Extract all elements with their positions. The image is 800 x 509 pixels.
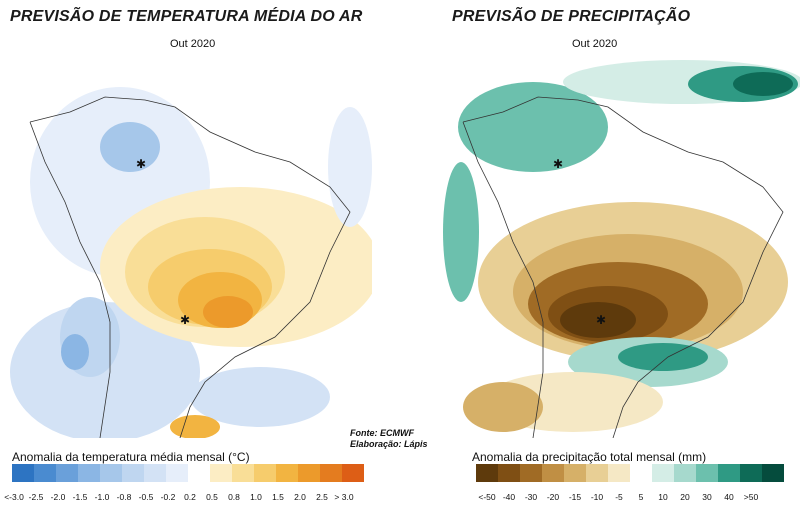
capital-marker-bogota: ✱ xyxy=(136,157,146,171)
temperature-legend-swatch xyxy=(276,464,298,482)
temperature-legend-label: <-3.0 xyxy=(4,492,24,502)
temperature-legend-swatch xyxy=(298,464,320,482)
precipitation-legend-label: -10 xyxy=(590,492,604,502)
precipitation-legend-label: 30 xyxy=(702,492,712,502)
temperature-legend-swatch xyxy=(188,464,210,482)
temperature-legend-label: -0.5 xyxy=(138,492,154,502)
temperature-legend-swatch xyxy=(144,464,166,482)
temperature-legend-swatch xyxy=(78,464,100,482)
credit-author: Elaboração: Lápis xyxy=(350,439,428,449)
precipitation-legend-colorbar xyxy=(476,464,784,482)
precipitation-legend-swatch xyxy=(674,464,696,482)
temperature-legend-swatch xyxy=(12,464,34,482)
temperature-legend-label: -0.8 xyxy=(116,492,132,502)
precipitation-legend-swatch xyxy=(586,464,608,482)
precipitation-legend-swatch xyxy=(498,464,520,482)
precipitation-legend-label: 20 xyxy=(680,492,690,502)
map-credits: Fonte: ECMWF Elaboração: Lápis xyxy=(350,428,428,450)
temperature-legend-label: 0.2 xyxy=(184,492,196,502)
precipitation-legend-swatch xyxy=(718,464,740,482)
temperature-legend-label: 2.0 xyxy=(294,492,306,502)
precipitation-legend-label: 10 xyxy=(658,492,668,502)
temperature-legend-colorbar xyxy=(12,464,364,482)
temperature-legend-label: -2.0 xyxy=(50,492,66,502)
temperature-legend-label: 0.8 xyxy=(228,492,240,502)
precipitation-legend-swatch xyxy=(740,464,762,482)
temperature-legend-swatch xyxy=(342,464,364,482)
precipitation-legend-swatch xyxy=(476,464,498,482)
precipitation-legend-swatch xyxy=(630,464,652,482)
temperature-anomaly-map: ✱ ✱ xyxy=(10,52,372,438)
temperature-legend-swatch xyxy=(122,464,144,482)
capital-marker-brasilia: ✱ xyxy=(180,313,190,327)
temperature-legend-label: -0.2 xyxy=(160,492,176,502)
precipitation-legend-label: 5 xyxy=(638,492,644,502)
temperature-map-title: PREVISÃO DE TEMPERATURA MÉDIA DO AR xyxy=(10,8,363,25)
temperature-legend-label: 1.5 xyxy=(272,492,284,502)
precipitation-legend-swatch xyxy=(762,464,784,482)
temperature-map-period: Out 2020 xyxy=(170,38,216,50)
precipitation-legend-labels: <-50 -40 -30 -20 -15 -10 -5 5 10 20 30 40 >50 xyxy=(476,492,762,504)
continent-outline xyxy=(462,96,784,438)
precipitation-anomaly-map: ✱ ✱ xyxy=(443,52,800,438)
temperature-legend-label: -1.5 xyxy=(72,492,88,502)
temperature-legend-swatch xyxy=(232,464,254,482)
temperature-legend-swatch xyxy=(166,464,188,482)
precipitation-legend-swatch xyxy=(542,464,564,482)
precipitation-legend-label: -5 xyxy=(615,492,623,502)
temperature-anomaly-field xyxy=(10,87,372,438)
credit-source: Fonte: ECMWF xyxy=(350,428,414,438)
temperature-legend-swatch xyxy=(254,464,276,482)
precipitation-legend-label: -30 xyxy=(524,492,538,502)
precipitation-legend-label: 40 xyxy=(724,492,734,502)
continent-outline xyxy=(29,96,351,438)
precipitation-map-title: PREVISÃO DE PRECIPITAÇÃO xyxy=(452,8,691,25)
precipitation-legend-swatch xyxy=(652,464,674,482)
precipitation-legend-label: >50 xyxy=(743,492,759,502)
precipitation-legend-swatch xyxy=(564,464,586,482)
precipitation-legend-label: <-50 xyxy=(478,492,496,502)
temperature-legend-swatch xyxy=(100,464,122,482)
precipitation-legend-swatch xyxy=(520,464,542,482)
temperature-legend-title: Anomalia da temperatura média mensal (°C… xyxy=(12,450,250,464)
precipitation-legend-swatch xyxy=(608,464,630,482)
temperature-legend-label: 1.0 xyxy=(250,492,262,502)
temperature-legend-label: -2.5 xyxy=(28,492,44,502)
temperature-legend-swatch xyxy=(320,464,342,482)
precipitation-legend-title: Anomalia da precipitação total mensal (m… xyxy=(472,450,707,464)
temperature-legend-label: > 3.0 xyxy=(334,492,354,502)
precipitation-anomaly-field xyxy=(443,60,800,432)
precipitation-map-period: Out 2020 xyxy=(572,38,618,50)
temperature-legend-label: 0.5 xyxy=(206,492,218,502)
temperature-legend-label: -1.0 xyxy=(94,492,110,502)
precipitation-legend-label: -40 xyxy=(502,492,516,502)
capital-marker-brasilia: ✱ xyxy=(596,313,606,327)
precipitation-legend-label: -15 xyxy=(568,492,582,502)
capital-marker-bogota: ✱ xyxy=(553,157,563,171)
temperature-legend-labels: <-3.0 -2.5 -2.0 -1.5 -1.0 -0.8 -0.5 -0.2 0.2 0.5 0… xyxy=(3,492,355,504)
temperature-legend-swatch xyxy=(56,464,78,482)
temperature-legend-label: 2.5 xyxy=(316,492,328,502)
temperature-legend-swatch xyxy=(210,464,232,482)
precipitation-legend-swatch xyxy=(696,464,718,482)
temperature-legend-swatch xyxy=(34,464,56,482)
precipitation-legend-label: -20 xyxy=(546,492,560,502)
